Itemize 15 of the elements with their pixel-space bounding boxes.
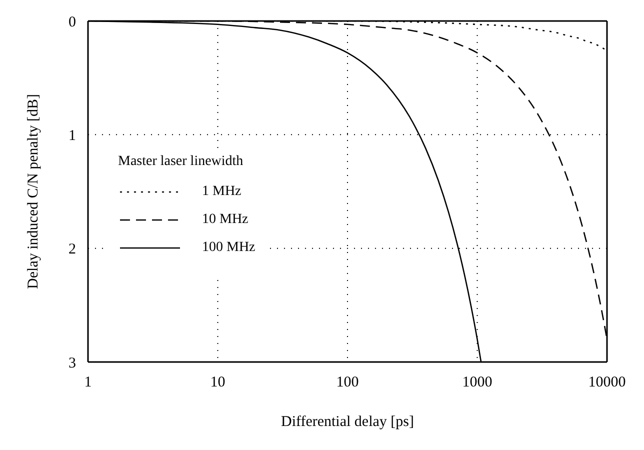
x-axis-title: Differential delay [ps] [280, 414, 414, 430]
y-tick-label: 1 [68, 128, 76, 144]
legend-label: 1 MHz [202, 184, 242, 200]
legend-label: 100 MHz [202, 240, 256, 256]
x-tick-label: 1000 [462, 374, 492, 391]
y-tick-label: 3 [68, 355, 76, 372]
y-axis-title: Delay induced C/N penalty [dB] [25, 94, 42, 289]
x-tick-label: 100 [336, 374, 359, 391]
y-tick-label: 0 [68, 14, 76, 30]
legend-title: Master laser linewidth [118, 154, 244, 170]
x-tick-label: 1 [84, 374, 92, 391]
y-tick-label: 2 [68, 242, 76, 258]
legend-label: 10 MHz [202, 212, 248, 228]
x-tick-label: 10000 [588, 374, 626, 391]
x-tick-label: 10 [210, 374, 226, 391]
